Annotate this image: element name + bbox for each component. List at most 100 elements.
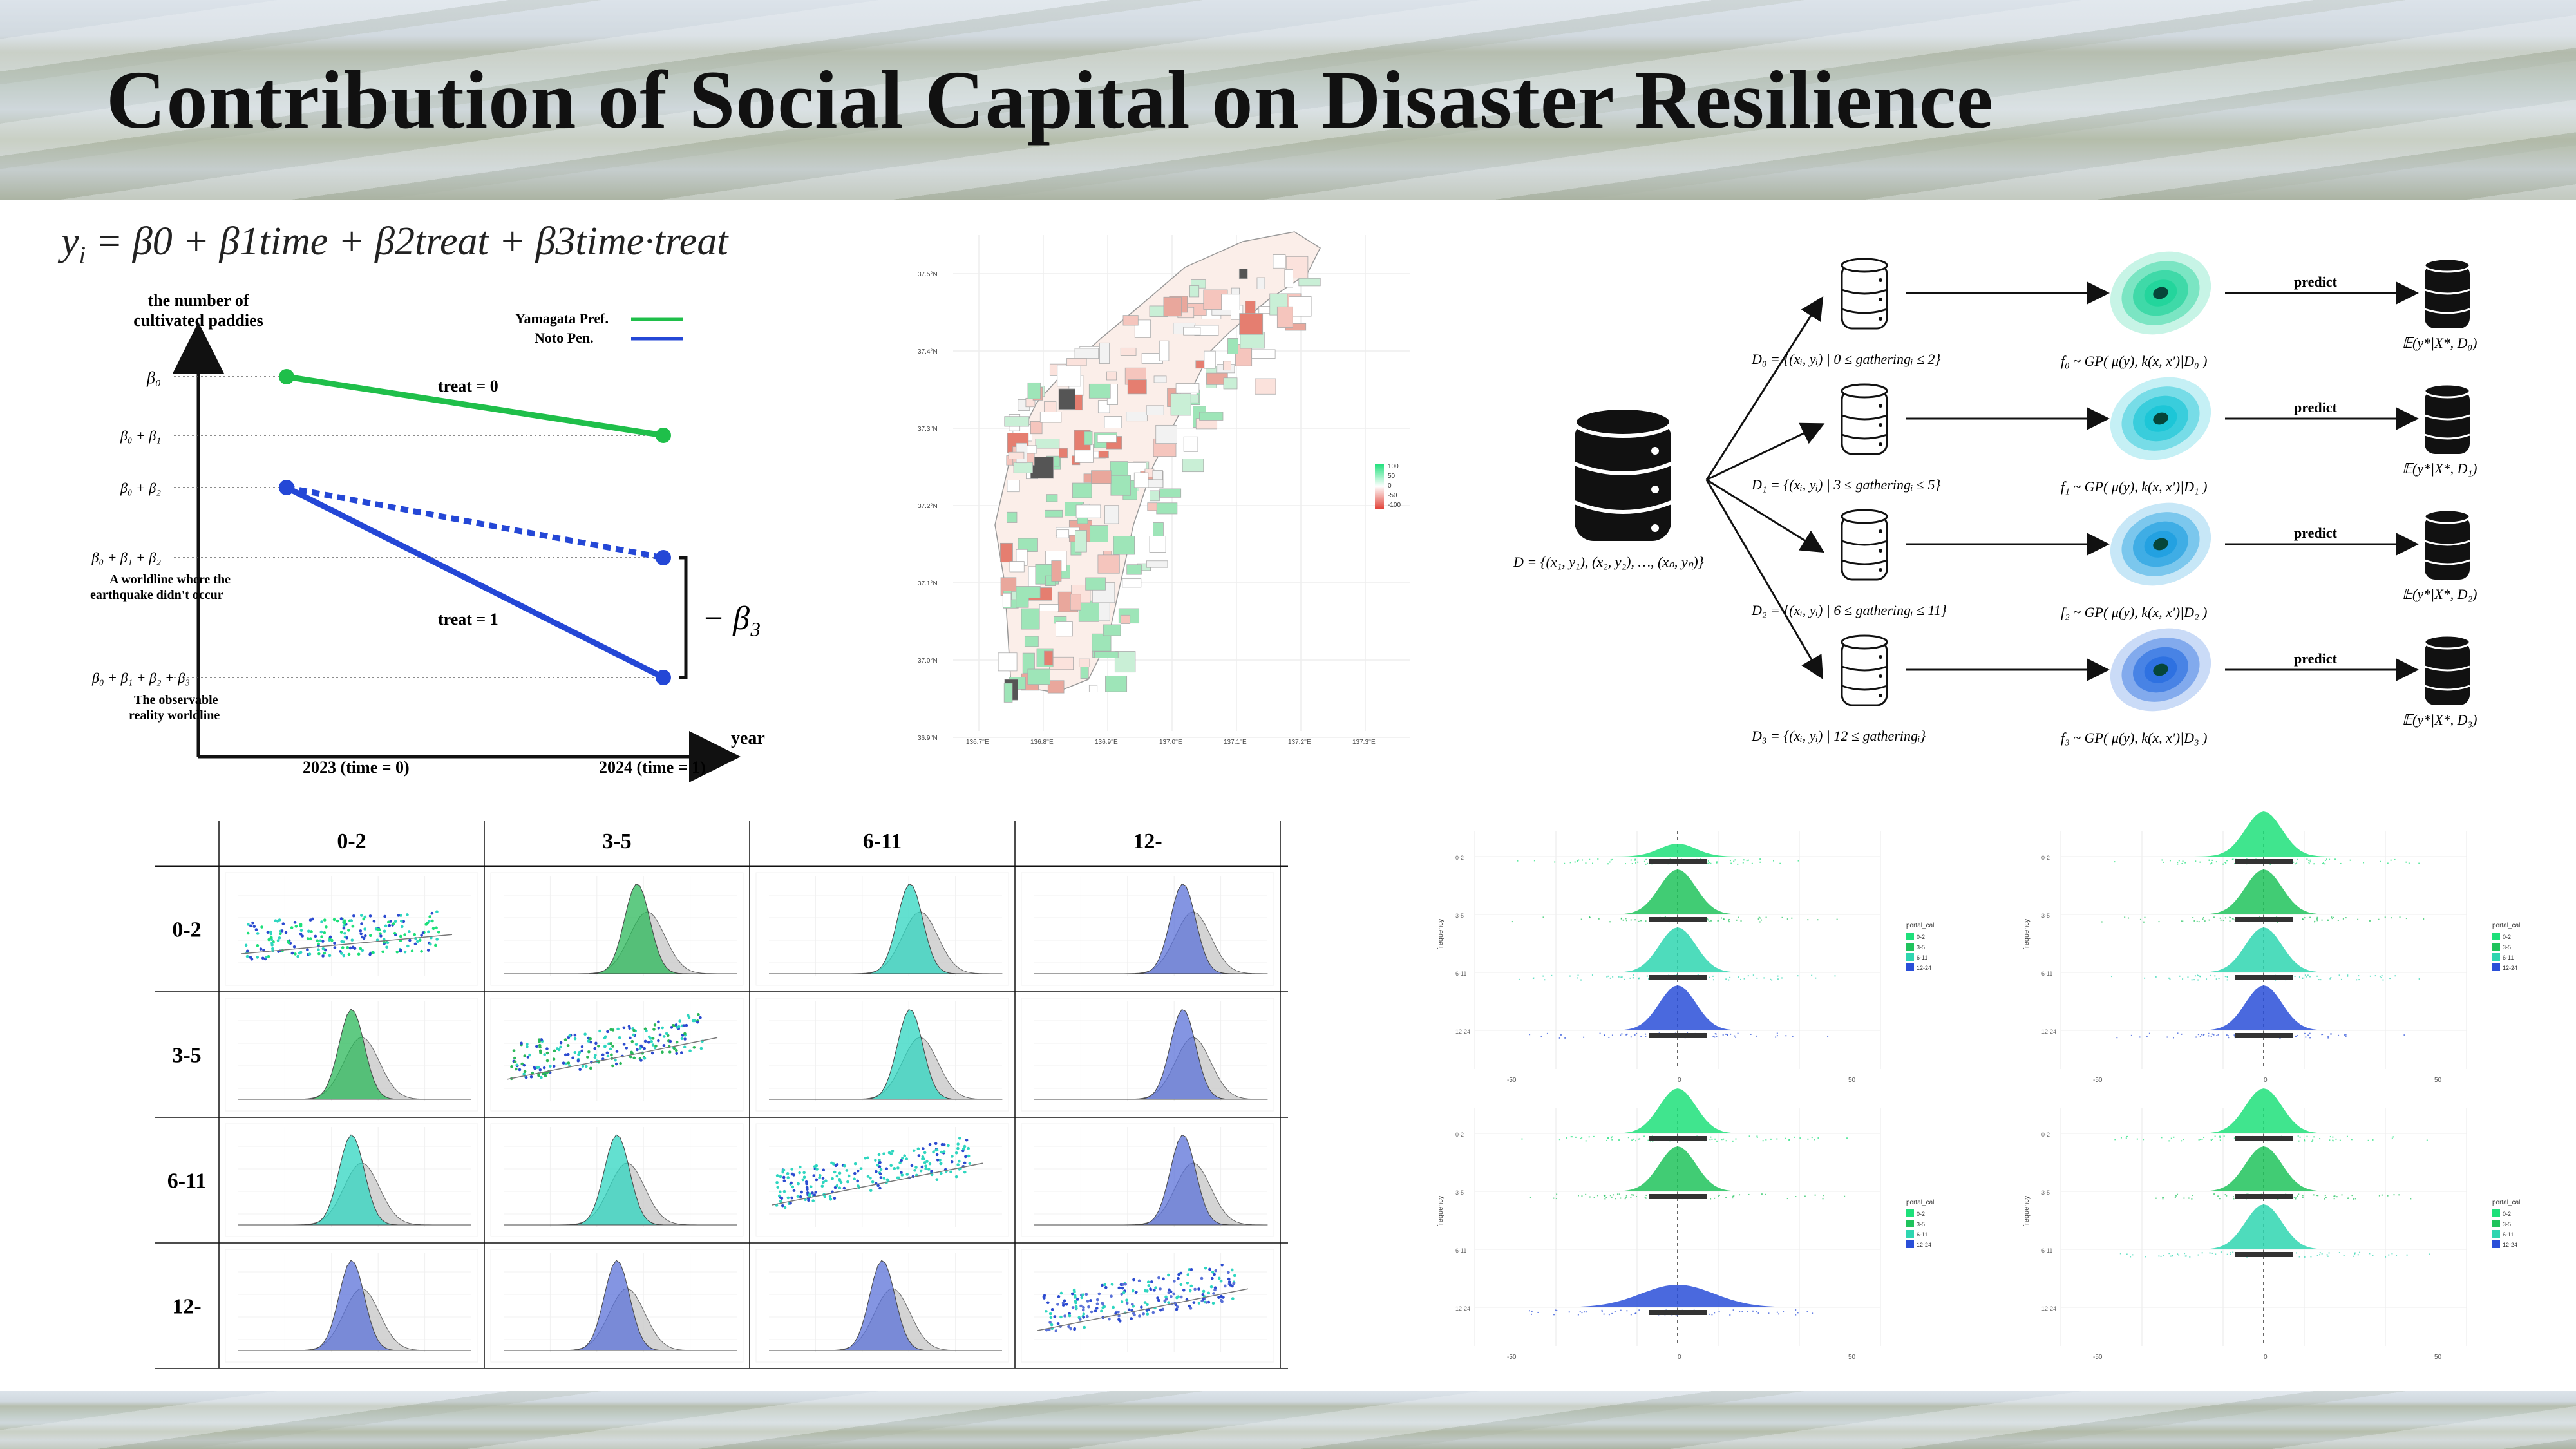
map-municipality bbox=[1285, 256, 1309, 279]
map-municipality bbox=[1110, 475, 1131, 496]
map-lat-tick: 37.1°N bbox=[918, 580, 938, 587]
database-icon bbox=[1841, 383, 1888, 455]
map-municipality bbox=[1182, 459, 1204, 473]
map-lon-tick: 137.0°E bbox=[1159, 739, 1182, 746]
database-icon-output bbox=[2423, 383, 2471, 454]
map-municipality bbox=[1227, 338, 1238, 354]
map-municipality bbox=[1002, 592, 1012, 607]
map-municipality bbox=[1159, 340, 1170, 361]
ridge-legend: portal_call 0-2 3-5 6-11 12-24 bbox=[1906, 1199, 1936, 1248]
matrix-cell-plot bbox=[225, 872, 478, 986]
ridge-row-label: 0-2 bbox=[1455, 855, 1464, 861]
ridge-density bbox=[1513, 844, 1842, 857]
map-municipality bbox=[1004, 416, 1030, 427]
matrix-col-header: 3-5 bbox=[602, 829, 631, 853]
did-line-treat1 bbox=[285, 484, 665, 681]
ridge-density bbox=[1513, 985, 1842, 1030]
map-municipality bbox=[1238, 269, 1248, 279]
ridge-row-label: 0-2 bbox=[1455, 1132, 1464, 1138]
ridge-row-label: 12-24 bbox=[1455, 1305, 1470, 1312]
did-treat1-label: treat = 1 bbox=[438, 610, 498, 629]
map-municipality bbox=[1126, 412, 1148, 422]
map-municipality bbox=[1039, 412, 1062, 423]
did-label-b0b1b2: β₀ + β₁ + β₂ bbox=[91, 549, 161, 565]
matrix-col-header: 12- bbox=[1133, 829, 1162, 853]
map-municipality bbox=[1091, 470, 1112, 484]
matrix-cell-plot bbox=[225, 1249, 478, 1363]
ridge-xtick: 50 bbox=[1848, 1077, 1856, 1084]
map-municipality bbox=[1078, 600, 1099, 622]
map-municipality bbox=[1240, 332, 1265, 349]
map-municipality bbox=[1133, 472, 1149, 488]
map-legend-label: -100 bbox=[1388, 502, 1401, 509]
map-lat-tick: 37.2°N bbox=[918, 503, 938, 510]
map-municipality bbox=[1147, 502, 1157, 511]
map-municipality bbox=[1039, 604, 1059, 611]
map-municipality bbox=[1255, 378, 1276, 395]
ridge-density bbox=[2099, 811, 2428, 857]
map-municipality bbox=[1018, 538, 1038, 552]
svg-text:3-5: 3-5 bbox=[2503, 1221, 2511, 1227]
svg-text:3-5: 3-5 bbox=[1917, 1221, 1925, 1227]
matrix-cell-plot bbox=[1021, 998, 1274, 1112]
map-municipality bbox=[1013, 462, 1033, 473]
map-municipality bbox=[1120, 614, 1131, 624]
ridge-density bbox=[2099, 1088, 2428, 1133]
ridge-xtick: -50 bbox=[2093, 1354, 2103, 1361]
gp-distribution-icon bbox=[2110, 628, 2211, 712]
ridge-xtick: -50 bbox=[1507, 1354, 1517, 1361]
map-municipality bbox=[1120, 347, 1137, 356]
ridge-density bbox=[1513, 1146, 1842, 1191]
matrix-cell-plot bbox=[490, 872, 744, 986]
svg-text:0-2: 0-2 bbox=[1917, 1211, 1925, 1217]
map-municipality bbox=[1043, 401, 1057, 412]
did-note-obs-2: reality worldline bbox=[129, 708, 220, 723]
gp-expectation-label: 𝔼(y*|X*, D₃) bbox=[2402, 712, 2477, 728]
ridge-density bbox=[2099, 869, 2428, 914]
ridge-xtick: 50 bbox=[2434, 1354, 2442, 1361]
map-municipality bbox=[1016, 586, 1041, 598]
map-municipality bbox=[1152, 470, 1163, 480]
ridge-row-label: 0-2 bbox=[2041, 855, 2050, 861]
map-municipality bbox=[1035, 439, 1060, 449]
did-label-b0b2: β₀ + β₂ bbox=[120, 480, 161, 496]
map-municipality bbox=[1155, 424, 1177, 444]
ridge-panel: frequency-50 0 500-23-56-1112-24portal_cal… bbox=[2023, 811, 2522, 1084]
map-municipality bbox=[1075, 504, 1101, 518]
map-municipality bbox=[1222, 361, 1231, 371]
gp-distribution-icon bbox=[2110, 251, 2211, 335]
map-municipality bbox=[1298, 278, 1321, 287]
matrix-cell-plot bbox=[490, 1123, 744, 1237]
database-icon bbox=[1841, 258, 1888, 330]
map-municipality bbox=[1074, 348, 1099, 359]
did-treat0-label: treat = 0 bbox=[438, 377, 498, 395]
beta3-bracket bbox=[679, 556, 688, 679]
map-municipality bbox=[1007, 480, 1020, 493]
ridge-xtick: 0 bbox=[1678, 1077, 1681, 1084]
beta3-label: − β₃ bbox=[702, 600, 761, 637]
gp-distribution-icon bbox=[2110, 502, 2211, 586]
ridge-row-label: 3-5 bbox=[2041, 1189, 2050, 1196]
map-lon-tick: 137.2°E bbox=[1288, 739, 1311, 746]
did-diagram: the number of cultivated paddies year 20… bbox=[90, 291, 765, 782]
map-municipality bbox=[1006, 511, 1018, 523]
ridge-ylabel: frequency bbox=[1437, 918, 1444, 950]
svg-text:0-2: 0-2 bbox=[1917, 934, 1925, 940]
map-municipality bbox=[1098, 451, 1109, 459]
map-municipality bbox=[1251, 349, 1276, 359]
did-ylabel-2: cultivated paddies bbox=[133, 311, 263, 330]
formula-sub: i bbox=[79, 242, 86, 269]
ridge-panel: frequency-50 0 500-23-56-1112-24portal_cal… bbox=[2023, 1088, 2522, 1361]
map-municipality bbox=[1079, 658, 1090, 667]
matrix-col-header: 6-11 bbox=[863, 829, 902, 853]
map-legend: 100 50 0 -50 -100 bbox=[1375, 463, 1401, 509]
formula-lhs: y bbox=[61, 220, 79, 263]
ridge-xtick: 0 bbox=[1678, 1354, 1681, 1361]
matrix-row-header: 0-2 bbox=[172, 918, 201, 942]
map-municipality bbox=[1075, 530, 1087, 553]
did-note-noeq-1: A worldline where the bbox=[109, 573, 231, 587]
map-municipality bbox=[1027, 382, 1041, 399]
matrix-cell-plot bbox=[1021, 872, 1274, 986]
map-municipality bbox=[1159, 488, 1182, 498]
ridge-row-label: 3-5 bbox=[1455, 913, 1464, 919]
